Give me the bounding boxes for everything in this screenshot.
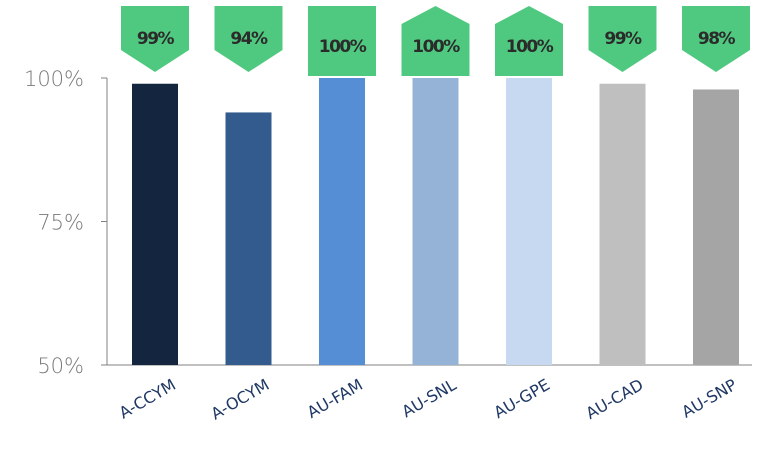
data-label-badge <box>308 6 376 76</box>
y-tick-label: 100% <box>24 67 84 91</box>
data-label-badge <box>682 6 750 72</box>
data-label: 99% <box>604 29 642 49</box>
category-label: AU-CAD <box>583 375 647 423</box>
axes: 50% 75% 100% <box>24 67 752 378</box>
data-label-badge <box>588 6 657 72</box>
data-label: 94% <box>230 29 268 49</box>
data-label-badge <box>121 6 189 72</box>
category-labels: A-CCYM A-OCYM AU-FAM AU-SNL AU-GPE AU-CAD AU-S… <box>116 375 741 424</box>
bar <box>319 78 365 365</box>
data-label: 100% <box>319 37 367 57</box>
category-label: AU-FAM <box>304 375 366 422</box>
category-label: AU-GPE <box>491 375 553 422</box>
bar <box>225 112 272 365</box>
data-label: 99% <box>137 29 175 49</box>
y-tick-label: 75% <box>37 211 84 235</box>
category-label: A-CCYM <box>116 375 179 422</box>
data-label: 98% <box>698 29 736 49</box>
data-label-badge <box>401 6 470 76</box>
data-label: 100% <box>412 37 460 57</box>
bar <box>412 78 459 365</box>
category-label: AU-SNL <box>398 375 459 421</box>
bar <box>506 78 552 365</box>
bar <box>132 83 178 366</box>
category-label: A-OCYM <box>208 375 273 423</box>
category-label: AU-SNP <box>678 375 740 422</box>
y-tick-label: 50% <box>37 354 84 378</box>
data-label: 100% <box>506 37 554 57</box>
bar <box>693 89 739 365</box>
data-label-badges: 99% 94% 100% 100% 100% 99% 98% <box>121 6 750 76</box>
bar <box>599 83 646 366</box>
bars <box>132 78 739 366</box>
data-label-badge <box>214 6 283 72</box>
data-label-badge <box>495 6 563 76</box>
